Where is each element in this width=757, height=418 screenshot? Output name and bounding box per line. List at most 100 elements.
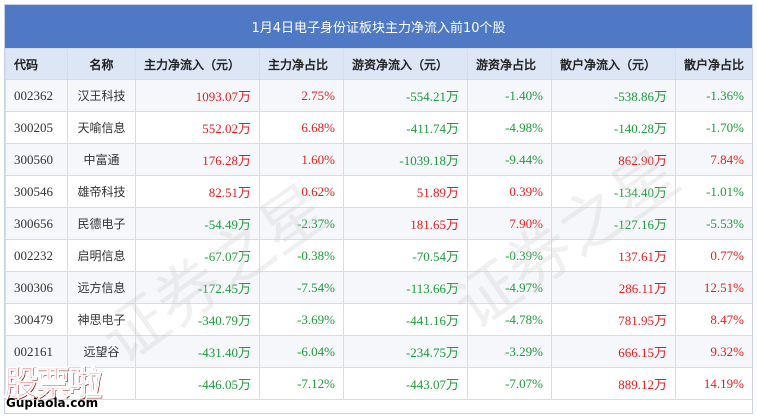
hot-inflow-cell: -411.74万: [343, 111, 468, 144]
table-row: 300546 雄帝科技 82.51万 0.62% 51.89万 0.39% -134.40万…: [5, 175, 752, 208]
stock-name-cell: 中富通: [67, 143, 136, 176]
col-header-main-ratio: 主力净占比: [259, 48, 344, 80]
col-header-retail-ratio: 散户净占比: [675, 48, 752, 80]
stock-code-cell: 002161: [5, 335, 68, 368]
table-row: 002232 启明信息 -67.07万 -0.38% -70.54万 -0.39% 137.…: [5, 239, 752, 272]
table-row: 300479 神思电子 -340.79万 -3.69% -441.16万 -4.78% 78…: [5, 303, 752, 336]
main-ratio-cell: -0.38%: [259, 239, 344, 272]
col-header-hot-inflow: 游资净流入（元）: [343, 48, 468, 80]
hot-inflow-cell: -113.66万: [343, 271, 468, 304]
stock-code-cell: 300656: [5, 207, 68, 240]
hot-ratio-cell: -9.44%: [467, 143, 552, 176]
hot-ratio-cell: -7.07%: [467, 367, 552, 400]
retail-inflow-cell: -140.28万: [551, 111, 676, 144]
stock-name-cell: 天喻信息: [67, 111, 136, 144]
table-row: 002362 汉王科技 1093.07万 2.75% -554.21万 -1.40% -53…: [5, 79, 752, 112]
stock-name-cell: [67, 367, 136, 400]
fund-flow-table: 代码 名称 主力净流入（元） 主力净占比 游资净流入（元） 游资净占比 散户净流…: [5, 48, 752, 400]
hot-ratio-cell: -4.78%: [467, 303, 552, 336]
main-ratio-cell: -7.12%: [259, 367, 344, 400]
hot-ratio-cell: -3.29%: [467, 335, 552, 368]
retail-inflow-cell: 666.15万: [551, 335, 676, 368]
logo-domain: Gupiaola.com: [6, 396, 99, 410]
main-ratio-cell: -2.37%: [259, 207, 344, 240]
stock-name-cell: 汉王科技: [67, 79, 136, 112]
hot-ratio-cell: 0.39%: [467, 175, 552, 208]
table-title: 1月4日电子身份证板块主力净流入前10个股: [5, 5, 752, 48]
main-ratio-cell: 2.75%: [259, 79, 344, 112]
main-ratio-cell: 6.68%: [259, 111, 344, 144]
main-ratio-cell: -7.54%: [259, 271, 344, 304]
retail-inflow-cell: -127.16万: [551, 207, 676, 240]
hot-inflow-cell: -1039.18万: [343, 143, 468, 176]
retail-ratio-cell: -1.70%: [675, 111, 752, 144]
retail-inflow-cell: 781.95万: [551, 303, 676, 336]
stock-name-cell: 雄帝科技: [67, 175, 136, 208]
table-row: -446.05万 -7.12% -443.07万 -7.07% 889.12万 14.19…: [5, 367, 752, 400]
table-row: 002161 远望谷 -431.40万 -6.04% -234.75万 -3.29% 666…: [5, 335, 752, 368]
table-card: 1月4日电子身份证板块主力净流入前10个股 代码 名称 主力净流入（元） 主力净…: [4, 4, 753, 414]
retail-inflow-cell: -538.86万: [551, 79, 676, 112]
table-row: 300656 民德电子 -54.49万 -2.37% 181.65万 7.90% -127.…: [5, 207, 752, 240]
stock-name-cell: 远方信息: [67, 271, 136, 304]
retail-inflow-cell: 286.11万: [551, 271, 676, 304]
col-header-name: 名称: [67, 48, 136, 80]
retail-ratio-cell: 8.47%: [675, 303, 752, 336]
stock-code-cell: 300560: [5, 143, 68, 176]
retail-inflow-cell: 862.90万: [551, 143, 676, 176]
hot-ratio-cell: -0.39%: [467, 239, 552, 272]
main-inflow-cell: 1093.07万: [135, 79, 260, 112]
hot-ratio-cell: -4.97%: [467, 271, 552, 304]
hot-inflow-cell: -234.75万: [343, 335, 468, 368]
hot-ratio-cell: -1.40%: [467, 79, 552, 112]
main-inflow-cell: -431.40万: [135, 335, 260, 368]
table-row: 300306 远方信息 -172.45万 -7.54% -113.66万 -4.97% 28…: [5, 271, 752, 304]
site-logo: 股票啦 Gupiaola.com: [4, 356, 122, 416]
retail-inflow-cell: 137.61万: [551, 239, 676, 272]
table-row: 300205 天喻信息 552.02万 6.68% -411.74万 -4.98% -140…: [5, 111, 752, 144]
main-inflow-cell: 552.02万: [135, 111, 260, 144]
retail-ratio-cell: 0.77%: [675, 239, 752, 272]
retail-ratio-cell: 12.51%: [675, 271, 752, 304]
hot-ratio-cell: -4.98%: [467, 111, 552, 144]
main-inflow-cell: -340.79万: [135, 303, 260, 336]
retail-ratio-cell: -5.53%: [675, 207, 752, 240]
retail-ratio-cell: 7.84%: [675, 143, 752, 176]
hot-ratio-cell: 7.90%: [467, 207, 552, 240]
stock-code-cell: 002232: [5, 239, 68, 272]
retail-ratio-cell: 9.32%: [675, 335, 752, 368]
main-ratio-cell: -3.69%: [259, 303, 344, 336]
retail-inflow-cell: -134.40万: [551, 175, 676, 208]
stock-code-cell: 300205: [5, 111, 68, 144]
retail-ratio-cell: -1.36%: [675, 79, 752, 112]
retail-ratio-cell: -1.01%: [675, 175, 752, 208]
stock-code-cell: 300479: [5, 303, 68, 336]
hot-inflow-cell: -554.21万: [343, 79, 468, 112]
col-header-main-inflow: 主力净流入（元）: [135, 48, 260, 80]
hot-inflow-cell: -441.16万: [343, 303, 468, 336]
main-inflow-cell: -67.07万: [135, 239, 260, 272]
col-header-retail-inflow: 散户净流入（元）: [551, 48, 676, 80]
hot-inflow-cell: -443.07万: [343, 367, 468, 400]
col-header-hot-ratio: 游资净占比: [467, 48, 552, 80]
logo-mark: 股票啦: [4, 364, 103, 405]
table-row: 300560 中富通 176.28万 1.60% -1039.18万 -9.44% 862.…: [5, 143, 752, 176]
stock-name-cell: 民德电子: [67, 207, 136, 240]
retail-inflow-cell: 889.12万: [551, 367, 676, 400]
stock-code-cell: 300546: [5, 175, 68, 208]
main-ratio-cell: 1.60%: [259, 143, 344, 176]
main-ratio-cell: 0.62%: [259, 175, 344, 208]
main-inflow-cell: -446.05万: [135, 367, 260, 400]
stock-name-cell: 神思电子: [67, 303, 136, 336]
hot-inflow-cell: 181.65万: [343, 207, 468, 240]
stock-name-cell: 启明信息: [67, 239, 136, 272]
main-inflow-cell: 176.28万: [135, 143, 260, 176]
main-inflow-cell: 82.51万: [135, 175, 260, 208]
stock-code-cell: 300306: [5, 271, 68, 304]
hot-inflow-cell: 51.89万: [343, 175, 468, 208]
stock-code-cell: 002362: [5, 79, 68, 112]
main-ratio-cell: -6.04%: [259, 335, 344, 368]
main-inflow-cell: -172.45万: [135, 271, 260, 304]
retail-ratio-cell: 14.19%: [675, 367, 752, 400]
main-inflow-cell: -54.49万: [135, 207, 260, 240]
